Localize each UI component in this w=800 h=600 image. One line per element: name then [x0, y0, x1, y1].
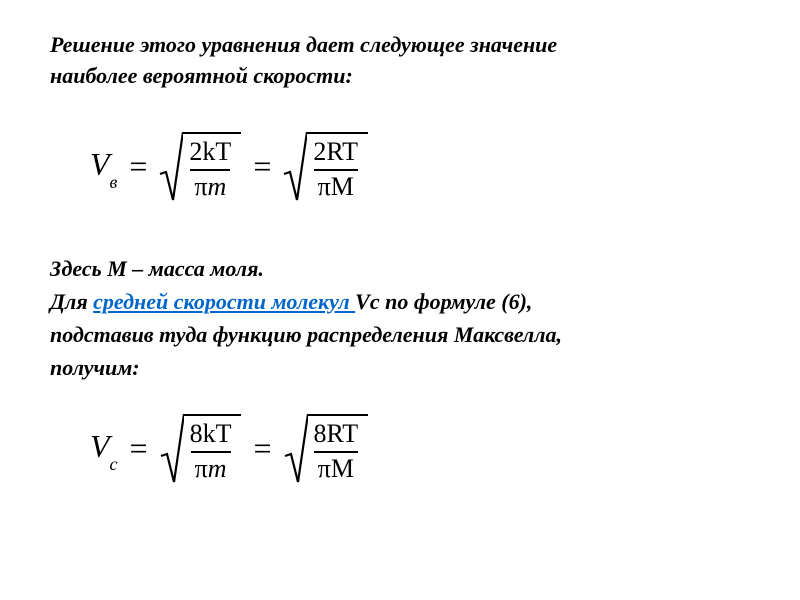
mid-line4: получим: [50, 355, 140, 380]
formula2-sub: c [110, 454, 118, 474]
denominator: πm [191, 451, 231, 484]
denominator: πM [314, 169, 358, 202]
sqrt-body: 8RT πM [308, 414, 369, 484]
fraction: 8kT πm [186, 420, 236, 483]
formula2-sqrt1: 8kT πm [160, 414, 242, 484]
fraction: 2RT πM [309, 138, 362, 201]
intro-line2: наиболее вероятной скорости: [50, 63, 353, 88]
numerator: 8RT [310, 420, 363, 451]
mid-paragraph: Здесь М – масса моля. Для средней скорос… [50, 252, 750, 384]
sqrt-body: 2RT πM [307, 132, 368, 202]
formula1-sqrt2: 2RT πM [283, 132, 368, 202]
sqrt-symbol [160, 414, 184, 484]
formula-most-probable-speed: Vв = 2kT πm = 2RT πM [90, 132, 750, 202]
mid-line2-suffix: Vc по формуле (6), [355, 289, 532, 314]
equals-sign: = [129, 148, 147, 185]
equals-sign: = [253, 430, 271, 467]
fraction: 2kT πm [185, 138, 235, 201]
denominator: πm [190, 169, 230, 202]
numerator: 8kT [186, 420, 236, 451]
sqrt-symbol [159, 132, 183, 202]
formula1-lhs: Vв [90, 146, 117, 187]
formula2-lhs: Vc [90, 428, 118, 469]
formula1-sub: в [110, 172, 118, 192]
equals-sign: = [130, 430, 148, 467]
formula1-var: V [90, 146, 110, 182]
formula1-sqrt1: 2kT πm [159, 132, 241, 202]
mid-line3: подставив туда функцию распределения Мак… [50, 322, 562, 347]
numerator: 2RT [309, 138, 362, 169]
average-speed-link[interactable]: средней скорости молекул [93, 289, 355, 314]
fraction: 8RT πM [310, 420, 363, 483]
mid-line1: Здесь М – масса моля. [50, 256, 264, 281]
formula-average-speed: Vc = 8kT πm = 8RT πM [90, 414, 750, 484]
numerator: 2kT [185, 138, 235, 169]
mid-line2-prefix: Для [50, 289, 93, 314]
sqrt-symbol [283, 132, 307, 202]
sqrt-symbol [284, 414, 308, 484]
intro-line1: Решение этого уравнения дает следующее з… [50, 32, 557, 57]
denominator: πM [314, 451, 358, 484]
formula2-sqrt2: 8RT πM [284, 414, 369, 484]
intro-paragraph: Решение этого уравнения дает следующее з… [50, 30, 750, 92]
formula2-var: V [90, 428, 110, 464]
sqrt-body: 2kT πm [183, 132, 241, 202]
equals-sign: = [253, 148, 271, 185]
sqrt-body: 8kT πm [184, 414, 242, 484]
